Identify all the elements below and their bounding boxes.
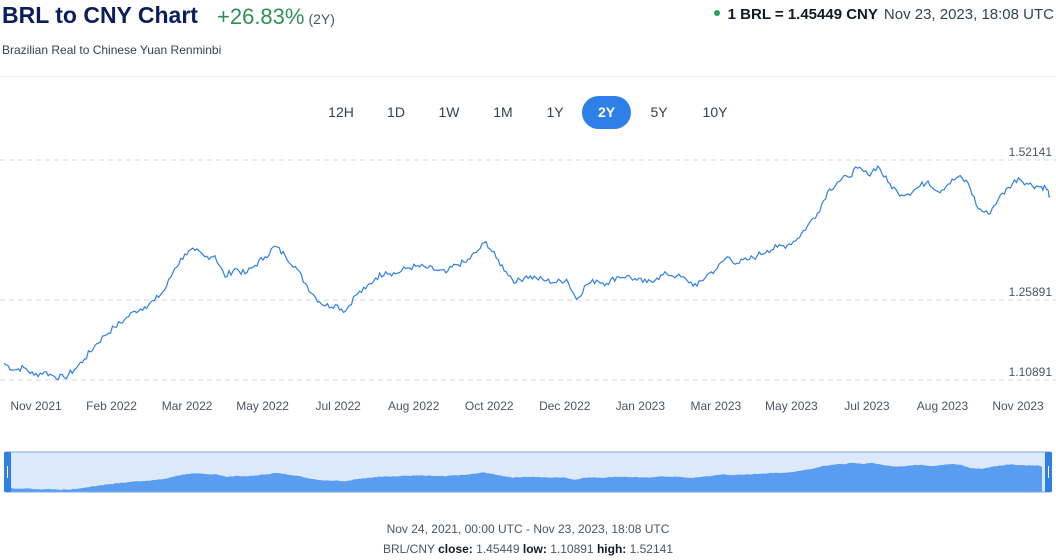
change-percent: +26.83% (2Y) [217, 4, 335, 30]
low-value: 1.10891 [550, 542, 594, 556]
close-value: 1.45449 [476, 542, 520, 556]
page-subtitle: Brazilian Real to Chinese Yuan Renminbi [2, 43, 222, 57]
x-tick-label: Mar 2022 [162, 399, 213, 413]
tab-2y[interactable]: 2Y [582, 96, 631, 129]
period-tabs: 12H 1D 1W 1M 1Y 2Y 5Y 10Y [0, 96, 1056, 130]
tab-1m[interactable]: 1M [493, 104, 513, 120]
x-tick-label: Jul 2023 [844, 399, 890, 413]
x-tick-label: Nov 2021 [10, 399, 62, 413]
high-value: 1.52141 [629, 542, 674, 556]
live-dot-icon [713, 10, 720, 17]
x-tick-label: Mar 2023 [690, 399, 741, 413]
y-tick-label: 1.25891 [1009, 285, 1053, 299]
page-title: BRL to CNY Chart [2, 2, 198, 28]
chart-header: BRL to CNY Chart +26.83% (2Y) Brazilian R… [0, 0, 1056, 77]
x-tick-label: May 2022 [236, 399, 289, 413]
change-period: (2Y) [308, 11, 335, 27]
tab-1w[interactable]: 1W [438, 104, 460, 120]
tab-5y[interactable]: 5Y [650, 104, 668, 120]
price-chart[interactable]: 1.52141 1.25891 1.10891 Nov 2021 Feb 2022 Ma… [0, 140, 1056, 560]
y-tick-label: 1.52141 [1009, 145, 1053, 159]
x-tick-label: Dec 2022 [539, 399, 591, 413]
tab-1y[interactable]: 1Y [546, 104, 564, 120]
footer-range: Nov 24, 2021, 00:00 UTC - Nov 23, 2023, … [386, 522, 670, 536]
x-tick-label: Feb 2022 [86, 399, 137, 413]
tab-1d[interactable]: 1D [387, 104, 405, 120]
close-label: close: [438, 542, 473, 556]
x-tick-label: Aug 2023 [917, 399, 969, 413]
chart-grid [0, 159, 1056, 381]
rate-time: Nov 23, 2023, 18:08 UTC [883, 6, 1054, 23]
tab-10y[interactable]: 10Y [702, 104, 728, 120]
x-tick-label: Aug 2022 [388, 399, 440, 413]
x-axis-labels: Nov 2021 Feb 2022 Mar 2022 May 2022 Jul 2022… [10, 399, 1044, 413]
footer-pair: BRL/CNY [382, 542, 435, 556]
x-tick-label: Jan 2023 [616, 399, 666, 413]
x-tick-label: Nov 2023 [992, 399, 1044, 413]
x-tick-label: May 2023 [765, 399, 818, 413]
high-label: high: [596, 542, 627, 556]
y-tick-label: 1.10891 [1009, 365, 1053, 379]
y-axis-labels: 1.52141 1.25891 1.10891 [1009, 145, 1053, 379]
navigator[interactable] [4, 451, 1052, 493]
x-tick-label: Jul 2022 [315, 399, 361, 413]
price-series [3, 164, 1051, 381]
rate-pair: 1 BRL = 1.45449 CNY [727, 6, 878, 23]
footer-summary: BRL/CNY close: 1.45449 low: 1.10891 high… [0, 542, 1056, 556]
low-label: low: [522, 542, 547, 556]
navigator-area [8, 462, 1042, 492]
tab-12h[interactable]: 12H [328, 104, 354, 120]
x-tick-label: Oct 2022 [465, 399, 514, 413]
current-rate: 1 BRL = 1.45449 CNY Nov 23, 2023, 18:08 U… [713, 6, 1054, 23]
price-line [3, 164, 1051, 381]
change-value: +26.83% [217, 4, 305, 29]
